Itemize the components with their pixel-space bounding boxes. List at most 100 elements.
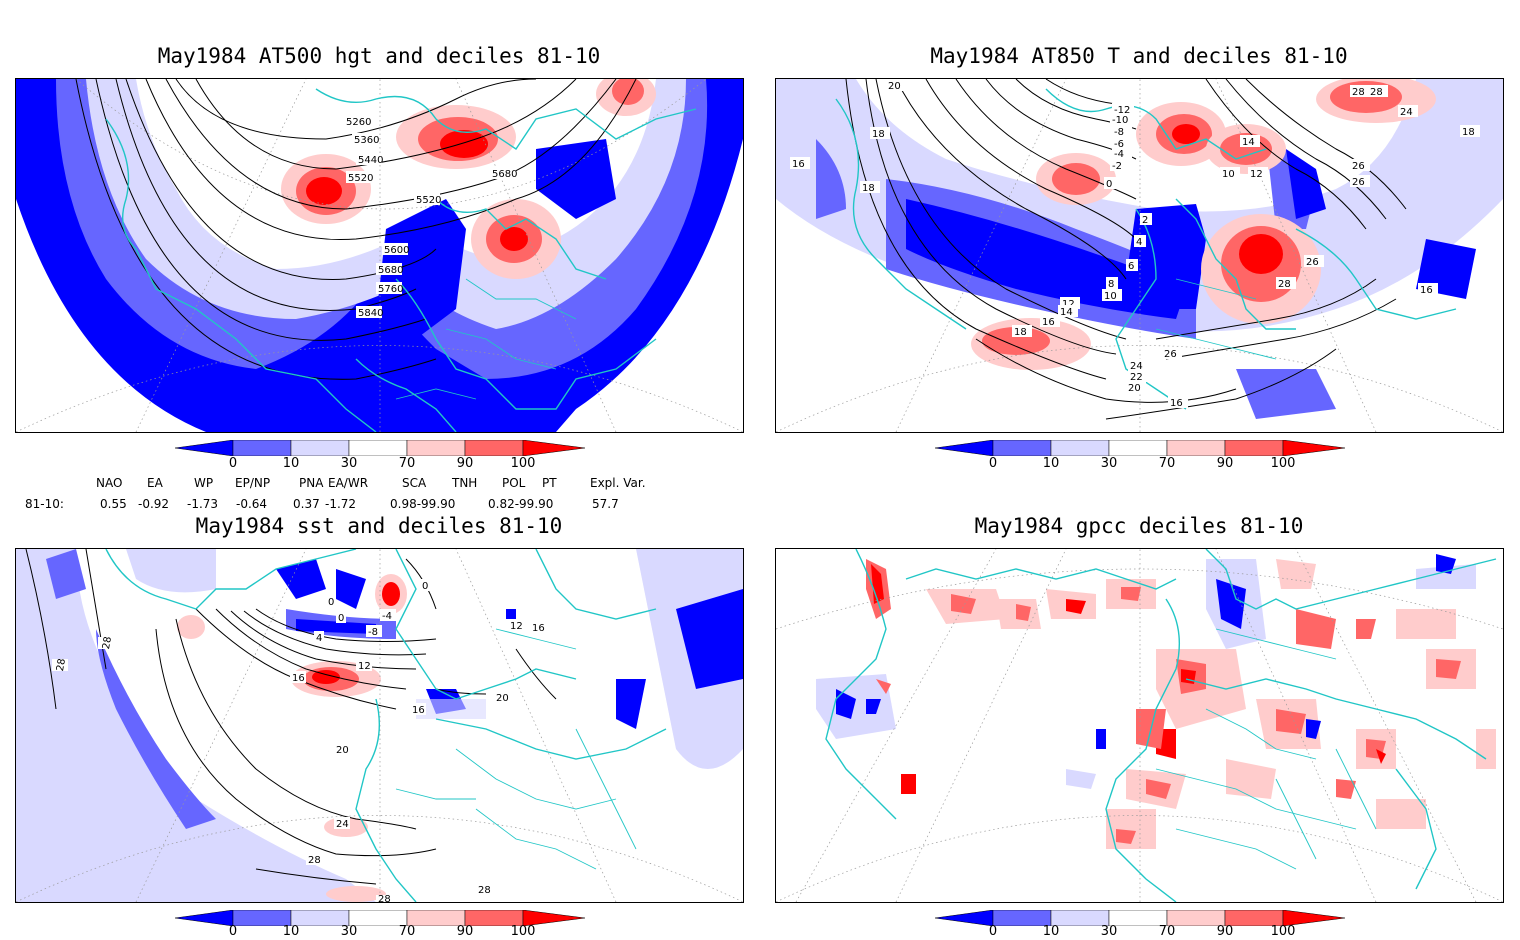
index-value-explvar: 57.7 — [592, 497, 619, 511]
panel-title-at850: May1984 AT850 T and deciles 81-10 — [930, 44, 1348, 68]
colorbar-tick: 10 — [1042, 456, 1060, 471]
index-header-pna: PNA — [299, 476, 324, 490]
colorbar-tick: 70 — [398, 924, 416, 939]
contour-label: 0 — [1106, 179, 1112, 190]
contour-label: 24 — [1130, 361, 1143, 372]
contour-label: 5440 — [358, 155, 383, 166]
contour-label: 16 — [1420, 285, 1433, 296]
contour-label: 24 — [1400, 107, 1413, 118]
colorbar-tick: 0 — [988, 456, 998, 471]
colorbar-tick: 90 — [456, 456, 474, 471]
contour-label: 18 — [1462, 127, 1475, 138]
contour-label: 22 — [1130, 372, 1143, 383]
contour-label: 14 — [1242, 137, 1255, 148]
contour-label: 12 — [510, 621, 523, 632]
contour-label: 28 — [101, 636, 114, 650]
index-header-epnp: EP/NP — [235, 476, 271, 490]
index-header-eawr: EA/WR — [328, 476, 369, 490]
contour-label: 18 — [862, 183, 875, 194]
contour-label: 14 — [1060, 307, 1073, 318]
contour-label: -4 — [1114, 149, 1124, 160]
colorbar-tick: 70 — [1158, 924, 1176, 939]
index-value-eawr: -1.72 — [325, 497, 357, 511]
colorbar-at850: 0 10 30 70 90 100 — [934, 439, 1346, 476]
colorbar-tick: 30 — [1100, 924, 1118, 939]
index-header-pt: PT — [542, 476, 557, 490]
colorbar-tick: 100 — [510, 456, 536, 471]
colorbar-tick: 100 — [1270, 924, 1296, 939]
contour-label: 5520 — [348, 173, 373, 184]
index-value-pol: 0.82-99.90 — [488, 497, 554, 511]
contour-label: 18 — [872, 129, 885, 140]
index-value-sca: 0.98-99.90 — [390, 497, 456, 511]
contour-label: 16 — [532, 623, 545, 634]
index-header-nao: NAO — [96, 476, 123, 490]
contour-label: 12 — [358, 661, 371, 672]
colorbar-sst: 0 10 30 70 90 100 — [174, 909, 586, 940]
colorbar-tick: 90 — [456, 924, 474, 939]
contour-label: 16 — [412, 705, 425, 716]
index-header-wp: WP — [194, 476, 214, 490]
contour-label: 20 — [496, 693, 509, 704]
contour-label: 16 — [792, 159, 805, 170]
index-header-pol: POL — [502, 476, 526, 490]
contour-label: 28 — [1370, 87, 1383, 98]
map-at500-height: 5260 5360 5440 5520 5520 5600 5680 5760 … — [15, 78, 744, 433]
contour-label: 28 — [1278, 279, 1291, 290]
contour-label: 28 — [1352, 87, 1365, 98]
contour-label: 0 — [338, 613, 344, 624]
colorbar-tick: 30 — [340, 924, 358, 939]
contour-label: 28 — [308, 855, 321, 866]
index-header-tnh: TNH — [452, 476, 478, 490]
index-header-ea: EA — [147, 476, 163, 490]
index-value-pna: 0.37 — [293, 497, 320, 511]
contour-label: 5600 — [384, 245, 409, 256]
contour-label: 4 — [1136, 237, 1142, 248]
colorbar-tick: 70 — [1158, 456, 1176, 471]
contour-label: 12 — [1250, 169, 1263, 180]
colorbar-tick: 90 — [1216, 456, 1234, 471]
contour-label: 16 — [1170, 398, 1183, 409]
contour-label: -12 — [1114, 105, 1130, 116]
panel-title-sst: May1984 sst and deciles 81-10 — [195, 514, 563, 538]
contour-label: 4 — [316, 633, 322, 644]
colorbar-tick: 70 — [398, 456, 416, 471]
index-value-nao: 0.55 — [100, 497, 127, 511]
contour-label: 8 — [1108, 279, 1114, 290]
contour-label: -6 — [1114, 139, 1124, 150]
contour-label: 5360 — [354, 135, 379, 146]
colorbar-gpcc: 0 10 30 70 90 100 — [934, 909, 1346, 940]
contour-label: -8 — [1114, 127, 1124, 138]
contour-label: 26 — [1164, 349, 1177, 360]
index-header-sca: SCA — [402, 476, 427, 490]
contour-label: 24 — [336, 819, 349, 830]
contour-label: 18 — [1014, 327, 1027, 338]
contour-label: 10 — [1222, 169, 1235, 180]
contour-label: 6 — [1128, 261, 1134, 272]
contour-label: 10 — [1104, 291, 1117, 302]
colorbar-tick: 30 — [340, 456, 358, 471]
map-gpcc-precipitation — [775, 548, 1504, 903]
contour-label: 20 — [888, 81, 901, 92]
colorbar-tick: 100 — [1270, 456, 1296, 471]
colorbar-at500: 0 10 30 70 90 100 — [174, 439, 586, 476]
index-value-ea: -0.92 — [138, 497, 170, 511]
index-value-epnp: -0.64 — [236, 497, 268, 511]
contour-label: 5260 — [346, 117, 371, 128]
contour-label: -4 — [382, 611, 392, 622]
contour-label: 5840 — [358, 308, 383, 319]
contour-label: -10 — [1112, 115, 1128, 126]
map-sst: 28 28 0 0 -4 -8 0 4 12 12 16 16 16 20 20… — [15, 548, 744, 903]
contour-label: 20 — [336, 745, 349, 756]
contour-label: 28 — [478, 885, 491, 896]
contour-label: -2 — [1112, 161, 1122, 172]
index-header-explvar: Expl. Var. — [590, 476, 646, 490]
contour-label: 20 — [1128, 383, 1141, 394]
contour-label: 26 — [1352, 161, 1365, 172]
contour-label: 28 — [378, 894, 391, 902]
index-row-label: 81-10: — [25, 497, 64, 511]
contour-label: 5680 — [378, 265, 403, 276]
colorbar-tick: 10 — [282, 924, 300, 939]
panel-title-at500: May1984 AT500 hgt and deciles 81-10 — [157, 44, 601, 68]
contour-label: 28 — [55, 658, 68, 672]
